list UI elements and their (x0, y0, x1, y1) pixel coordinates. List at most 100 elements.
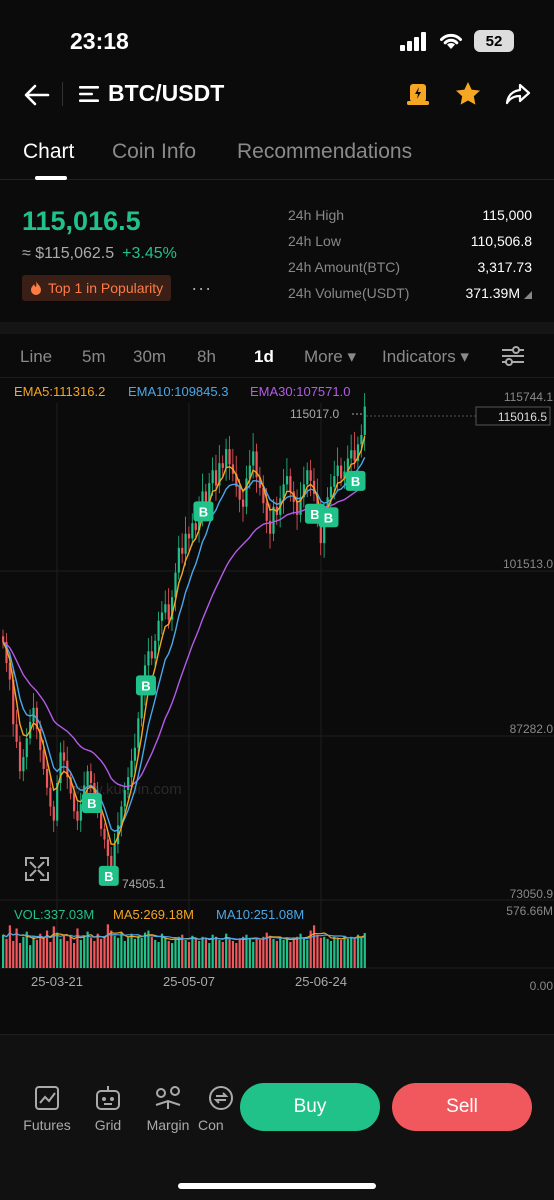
signal-icon (400, 32, 426, 51)
date-axis-label: 25-03-21 (31, 974, 83, 989)
status-bar: 23:18 52 (0, 0, 554, 72)
volume-bar (218, 939, 221, 968)
candle-body (69, 777, 72, 794)
timeframe-line[interactable]: Line (20, 347, 53, 366)
volume-bar (201, 936, 204, 968)
buy-button[interactable]: Buy (240, 1083, 380, 1131)
nav-convert-label: Con (198, 1117, 224, 1133)
volume-bar (157, 941, 160, 968)
candle-body (106, 839, 109, 856)
volume-bar (133, 938, 137, 968)
indicators-dropdown[interactable]: Indicators ▾ (382, 347, 469, 366)
price-alert-icon[interactable] (404, 80, 432, 108)
candle-body (333, 476, 336, 487)
candle-body (245, 478, 248, 507)
timeframe-5m[interactable]: 5m (82, 347, 106, 366)
stat-label: 24h High (288, 207, 345, 223)
pair-menu-icon[interactable] (78, 83, 100, 105)
candle-body (147, 651, 150, 666)
candle-body (5, 641, 8, 664)
candle-body (299, 497, 302, 515)
volume-bar (150, 936, 153, 968)
volume-bar (72, 943, 76, 968)
candle-body (174, 572, 177, 598)
candle-body (238, 486, 241, 500)
candle-body (79, 804, 82, 821)
nav-convert[interactable]: Con (198, 1083, 234, 1133)
corner-triangle-icon (524, 291, 532, 299)
tab-recommendations[interactable]: Recommendations (237, 140, 413, 163)
candle-body (12, 679, 15, 725)
volume-bar (275, 940, 278, 968)
grid-bot-icon (96, 1086, 120, 1110)
candle-body (2, 636, 5, 642)
candle-body (56, 783, 59, 821)
margin-scale-icon (155, 1086, 181, 1109)
candle-body (123, 790, 126, 807)
volume-bar (177, 936, 180, 968)
tab-chart[interactable]: Chart (23, 140, 75, 163)
volume-bar (130, 933, 133, 968)
nav-margin[interactable]: Margin (138, 1083, 198, 1133)
candle-body (45, 768, 49, 788)
candle-body (177, 547, 180, 573)
share-icon[interactable] (504, 80, 532, 108)
candle-body (350, 450, 353, 459)
timeframe-more[interactable]: More ▾ (304, 347, 356, 366)
price-axis-label: 115744.1 (504, 390, 553, 404)
candle-body (89, 771, 93, 784)
candle-body (100, 812, 103, 829)
candle-body (22, 757, 25, 772)
volume-bar (346, 938, 349, 968)
nav-grid[interactable]: Grid (78, 1083, 138, 1133)
volume-bar (52, 926, 55, 968)
timeframe-8h[interactable]: 8h (197, 347, 216, 366)
volume-bar (340, 939, 343, 968)
volume-bar (127, 936, 130, 968)
more-options-button[interactable]: ··· (191, 277, 213, 298)
volume-bar (191, 935, 194, 968)
futures-chart-icon (35, 1086, 59, 1110)
buy-marker-label: B (104, 869, 113, 884)
nav-grid-label: Grid (94, 1117, 122, 1133)
volume-bar (336, 937, 339, 968)
candle-body (336, 465, 339, 477)
price-chart[interactable]: www.kucoin.com EMA5:111316.2 EMA10:10984… (0, 378, 554, 998)
candle-body (204, 491, 207, 502)
stat-row: 24h Volume(USDT) 371.39M (288, 285, 532, 311)
candle-body (296, 501, 299, 515)
nav-futures[interactable]: Futures (17, 1083, 77, 1133)
volume-bar (279, 936, 282, 968)
ema5-line (2, 435, 366, 845)
candle-body (302, 484, 306, 498)
chart-canvas[interactable]: www.kucoin.com EMA5:111316.2 EMA10:10984… (0, 378, 554, 998)
candle-body (289, 476, 292, 492)
timeframe-1d[interactable]: 1d (254, 347, 274, 366)
candle-body (76, 811, 79, 821)
candle-body (319, 517, 322, 544)
candle-body (265, 503, 268, 521)
volume-bar (255, 937, 258, 968)
tab-coin-info[interactable]: Coin Info (112, 140, 197, 163)
volume-bar (110, 930, 113, 968)
date-axis-label: 25-06-24 (295, 974, 347, 989)
candle-body (221, 463, 224, 468)
timeframe-30m[interactable]: 30m (133, 347, 167, 366)
pair-title[interactable]: BTC/USDT (108, 80, 225, 106)
volume-legend: VOL:337.03M (14, 907, 94, 922)
volume-bar (2, 934, 5, 968)
volume-bar (241, 936, 245, 968)
candle-body (340, 465, 343, 479)
volume-bar (59, 938, 62, 968)
volume-bar (231, 940, 235, 968)
fullscreen-icon[interactable] (25, 857, 49, 881)
buy-marker-label: B (87, 796, 96, 811)
chart-settings-icon[interactable] (500, 344, 526, 368)
popularity-badge[interactable]: Top 1 in Popularity (22, 275, 172, 301)
candle-body (133, 747, 137, 761)
favorite-star-icon[interactable] (454, 80, 482, 108)
candle-body (363, 406, 366, 435)
back-arrow-icon[interactable] (22, 80, 52, 110)
volume-bar (86, 931, 89, 968)
sell-button[interactable]: Sell (392, 1083, 532, 1131)
